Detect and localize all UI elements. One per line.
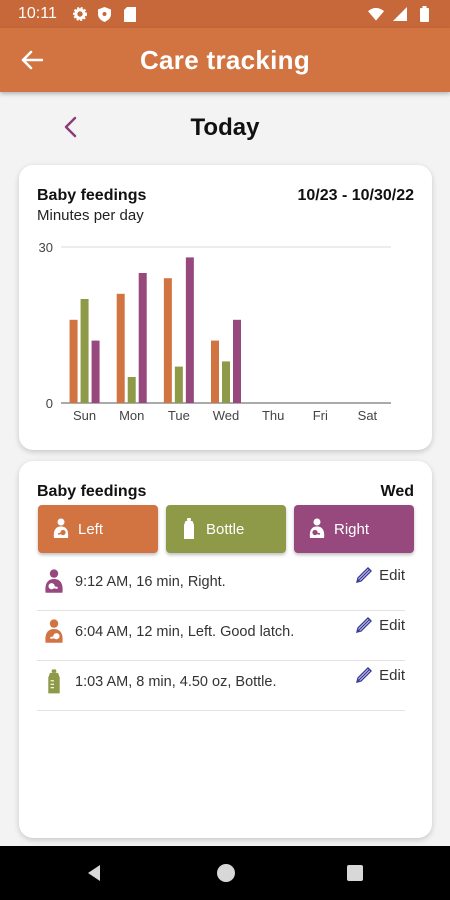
signal-icon — [392, 6, 408, 22]
bar-bottle-tue — [174, 366, 183, 403]
x-tick-label: Thu — [262, 408, 284, 423]
log-day: Wed — [380, 483, 414, 500]
add-left-feeding-button[interactable]: Left — [38, 505, 158, 553]
bottle-icon — [41, 667, 67, 697]
bar-right-mon — [138, 273, 147, 403]
feedings-bar-chart: 30 0 Sun Mon Tue Wed Thu Fri Sat — [39, 240, 391, 423]
date-nav: Today — [0, 100, 450, 156]
edit-button[interactable]: Edit — [355, 566, 405, 584]
feeding-entry[interactable]: 9:12 AM, 16 min, Right. Edit — [37, 561, 405, 611]
add-right-feeding-button[interactable]: Right — [294, 505, 414, 553]
edit-button[interactable]: Edit — [355, 616, 405, 634]
bottle-icon — [178, 518, 200, 540]
edit-label: Edit — [379, 616, 405, 634]
pencil-icon — [356, 567, 373, 583]
entry-text: 1:03 AM, 8 min, 4.50 oz, Bottle. — [75, 674, 277, 690]
add-bottle-feeding-button[interactable]: Bottle — [166, 505, 286, 553]
breastfeeding-icon — [41, 567, 67, 597]
x-tick-label: Mon — [119, 408, 144, 423]
edit-button[interactable]: Edit — [355, 666, 405, 684]
chart-date-range: 10/23 - 10/30/22 — [297, 187, 414, 204]
chevron-left-icon — [64, 116, 77, 138]
system-nav-bar — [0, 846, 450, 900]
shield-icon — [97, 6, 113, 22]
feedings-log-card: Baby feedings Wed Left Bottle Right 9:12… — [19, 461, 432, 838]
pencil-icon — [356, 617, 373, 633]
y-tick-label: 30 — [39, 240, 53, 255]
date-title: Today — [190, 114, 260, 141]
status-time: 10:11 — [18, 5, 57, 22]
bar-left-wed — [211, 340, 219, 403]
back-triangle-icon[interactable] — [86, 864, 104, 882]
bar-left-mon — [116, 293, 125, 403]
entry-text: 6:04 AM, 12 min, Left. Good latch. — [75, 624, 295, 640]
status-bar: 10:11 — [0, 0, 450, 28]
bar-bottle-wed — [222, 361, 230, 403]
recents-square-icon[interactable] — [346, 864, 364, 882]
wifi-icon — [368, 6, 384, 22]
breastfeeding-icon — [41, 617, 67, 647]
previous-day-button[interactable] — [56, 112, 84, 142]
x-tick-label: Wed — [213, 408, 240, 423]
x-tick-label: Sun — [73, 408, 96, 423]
chart-subtitle: Minutes per day — [37, 207, 144, 224]
edit-label: Edit — [379, 566, 405, 584]
app-bar: Care tracking — [0, 28, 450, 92]
chart-title: Baby feedings — [37, 187, 147, 204]
left-button-label: Left — [78, 520, 104, 538]
home-circle-icon[interactable] — [216, 863, 236, 883]
x-tick-label: Fri — [313, 408, 328, 423]
bar-right-wed — [233, 319, 241, 403]
battery-icon — [416, 6, 432, 22]
feedings-chart-card: Baby feedings Minutes per day 10/23 - 10… — [19, 165, 432, 450]
log-title: Baby feedings — [37, 483, 147, 500]
bar-right-tue — [185, 257, 194, 403]
bar-left-sun — [69, 319, 78, 403]
sd-card-icon — [122, 6, 138, 22]
bar-bottle-mon — [127, 377, 136, 403]
breastfeeding-icon — [50, 518, 72, 540]
right-button-label: Right — [334, 520, 370, 538]
feeding-entry[interactable]: 1:03 AM, 8 min, 4.50 oz, Bottle. Edit — [37, 661, 405, 711]
x-tick-label: Sat — [358, 408, 378, 423]
app-title: Care tracking — [139, 44, 311, 75]
bar-bottle-sun — [80, 299, 89, 403]
breastfeeding-icon — [306, 518, 328, 540]
entry-text: 9:12 AM, 16 min, Right. — [75, 574, 226, 590]
bar-left-tue — [163, 278, 172, 403]
bar-right-sun — [91, 340, 100, 403]
gear-icon — [72, 6, 88, 22]
bottle-button-label: Bottle — [206, 520, 245, 538]
back-button[interactable] — [16, 44, 48, 76]
y-tick-label: 0 — [46, 396, 53, 411]
x-tick-label: Tue — [168, 408, 190, 423]
pencil-icon — [356, 667, 373, 683]
arrow-left-icon — [21, 50, 43, 70]
edit-label: Edit — [379, 666, 405, 684]
feeding-entry[interactable]: 6:04 AM, 12 min, Left. Good latch. Edit — [37, 611, 405, 661]
